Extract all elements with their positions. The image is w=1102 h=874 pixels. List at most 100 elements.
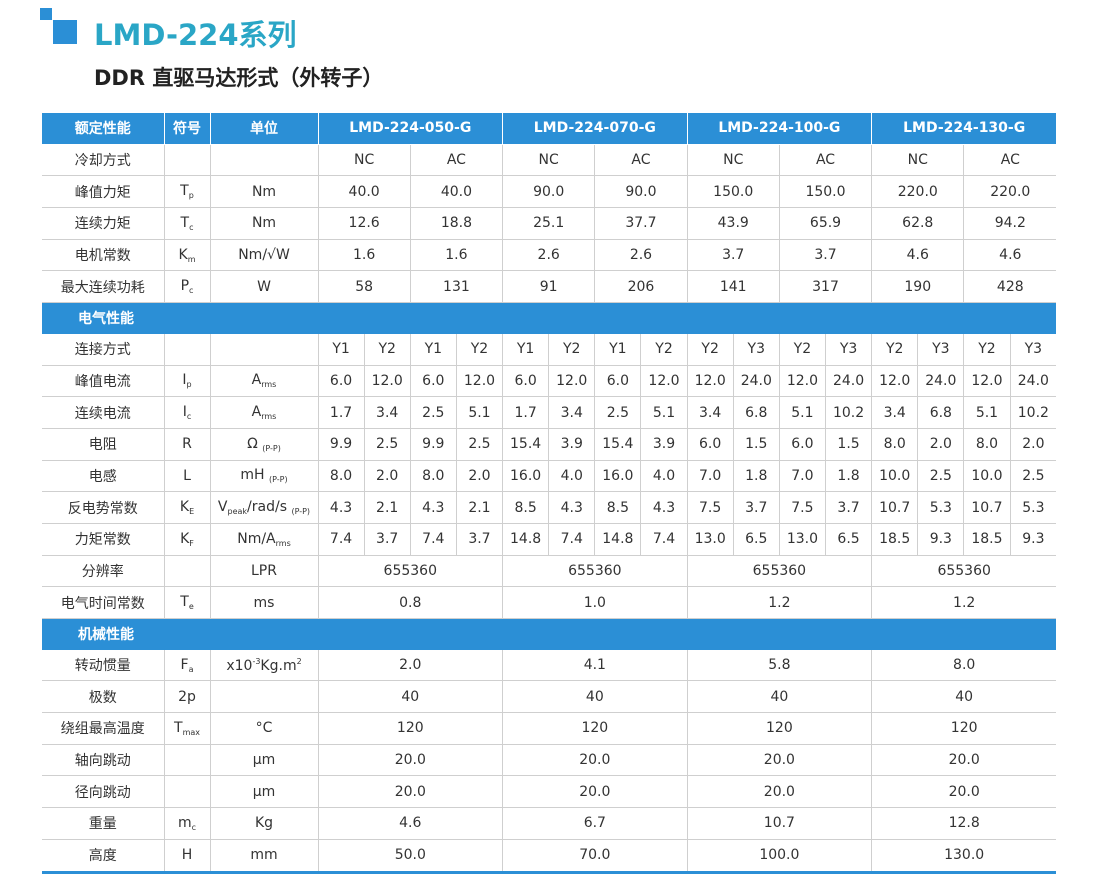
row: 径向跳动 μm 20.0 20.0 20.0 20.0	[42, 775, 1057, 809]
subscript: c	[189, 286, 194, 296]
value: 5.3	[917, 491, 965, 524]
value: Y2	[871, 333, 919, 366]
value: 8.0	[871, 649, 1057, 682]
value: 90.0	[502, 175, 596, 209]
subscript: (P-P)	[262, 443, 281, 453]
text: P	[180, 278, 190, 295]
subscript: E	[189, 507, 195, 517]
value: AC	[778, 144, 873, 177]
symbol: Pc	[163, 270, 211, 304]
value: 1.5	[732, 428, 780, 461]
unit	[209, 144, 319, 177]
value: NC	[871, 144, 965, 177]
text: x10	[226, 657, 253, 674]
value: 12.0	[778, 365, 826, 398]
unit: Vpeak/rad/s (P-P)	[209, 491, 319, 524]
value: 4.6	[871, 239, 965, 272]
value: 12.0	[363, 365, 411, 398]
value: 2.5	[409, 396, 457, 429]
value: 2.0	[1009, 428, 1057, 461]
text: I	[182, 404, 187, 421]
value: 13.0	[686, 523, 734, 556]
symbol: L	[163, 460, 211, 493]
value: 1.2	[686, 586, 873, 619]
symbol: 2p	[163, 680, 211, 714]
row: 峰值电流 Ip Arms 6.0 12.0 6.0 12.0 6.0 12.0 6.0 12.0 12…	[42, 365, 1057, 398]
unit: Nm/√W	[209, 239, 319, 272]
param-name: 电阻	[42, 428, 165, 461]
value: 12.6	[317, 207, 411, 240]
symbol: mc	[163, 807, 211, 840]
text: m	[177, 814, 192, 831]
value: 18.8	[409, 207, 504, 240]
value: 10.7	[871, 491, 919, 524]
symbol: Ip	[163, 365, 211, 398]
param-name: 电感	[42, 460, 165, 493]
unit	[209, 680, 319, 714]
param-name: 分辨率	[42, 555, 165, 588]
param-name: 极数	[42, 680, 165, 714]
value: NC	[502, 144, 596, 177]
text: Ω	[247, 435, 263, 452]
row: 重量 mc Kg 4.6 6.7 10.7 12.8	[42, 807, 1057, 840]
value: 4.0	[548, 460, 596, 493]
value: 2.1	[455, 491, 504, 524]
value: 3.7	[455, 523, 504, 556]
value: 6.7	[502, 807, 688, 840]
value: 1.6	[409, 239, 504, 272]
unit	[209, 333, 319, 366]
text: L	[183, 467, 191, 484]
value: 4.3	[409, 491, 457, 524]
value: 655360	[317, 555, 504, 588]
value: 40	[686, 680, 873, 714]
value: 12.8	[871, 807, 1057, 840]
value: 18.5	[871, 523, 919, 556]
value: 2.6	[502, 239, 596, 272]
text: T	[180, 183, 189, 200]
unit: Ω (P-P)	[209, 428, 319, 461]
value: 2.0	[917, 428, 965, 461]
row: 连续电流 Ic Arms 1.7 3.4 2.5 5.1 1.7 3.4 2.5 5.1 3.4 6.8…	[42, 396, 1057, 429]
value: 1.0	[502, 586, 688, 619]
param-name: 电气时间常数	[42, 586, 165, 619]
value: 4.1	[502, 649, 688, 682]
value: 317	[778, 270, 873, 304]
row: 电机常数 Km Nm/√W 1.6 1.6 2.6 2.6 3.7 3.7 4.6 4.6	[42, 239, 1057, 272]
value: Y1	[409, 333, 457, 366]
text: K	[179, 499, 190, 516]
value: 655360	[502, 555, 688, 588]
unit: mm	[209, 839, 319, 873]
value: 18.5	[963, 523, 1011, 556]
value: 655360	[686, 555, 873, 588]
value: 40	[871, 680, 1057, 714]
value: 7.4	[640, 523, 688, 556]
value: 3.7	[686, 239, 780, 272]
superscript: -3	[252, 656, 261, 666]
value: 7.5	[778, 491, 826, 524]
value: 2.0	[317, 649, 504, 682]
value: 10.7	[686, 807, 873, 840]
value: 8.5	[594, 491, 642, 524]
subscript: c	[191, 822, 197, 832]
value: 8.0	[317, 460, 365, 493]
value: 1.7	[317, 396, 365, 429]
row: 反电势常数 KE Vpeak/rad/s (P-P) 4.3 2.1 4.3 2.1 8.5 4…	[42, 491, 1057, 524]
row: 电阻 R Ω (P-P) 9.9 2.5 9.9 2.5 15.4 3.9 15.4 3.9 6.0 1…	[42, 428, 1057, 461]
subscript: m	[187, 254, 196, 264]
value: 7.0	[778, 460, 826, 493]
text: H	[181, 847, 193, 864]
row: 冷却方式 NC AC NC AC NC AC NC AC	[42, 144, 1057, 177]
text: Nm	[251, 183, 277, 200]
subscript: p	[186, 380, 192, 390]
row: 极数 2p 40 40 40 40	[42, 680, 1057, 714]
symbol	[163, 775, 211, 809]
symbol	[163, 744, 211, 777]
value: 655360	[871, 555, 1057, 588]
symbol	[163, 555, 211, 588]
row: 峰值力矩 Tp Nm 40.0 40.0 90.0 90.0 150.0 150.0 220.0 2…	[42, 175, 1057, 209]
unit: Nm/Arms	[209, 523, 319, 556]
value: 10.7	[963, 491, 1011, 524]
value: 2.0	[455, 460, 504, 493]
symbol: KE	[163, 491, 211, 524]
text: μm	[252, 752, 276, 769]
